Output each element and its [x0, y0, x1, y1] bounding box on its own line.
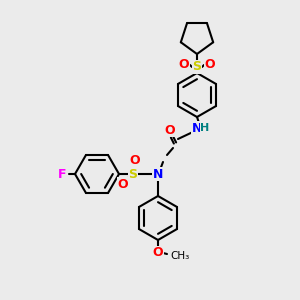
Text: S: S [193, 61, 202, 74]
Text: CH₃: CH₃ [170, 251, 189, 261]
Text: O: O [165, 124, 175, 136]
Text: S: S [128, 167, 137, 181]
Text: O: O [130, 154, 140, 167]
Text: O: O [179, 58, 189, 71]
Text: O: O [205, 58, 215, 71]
Text: O: O [118, 178, 128, 190]
Text: N: N [192, 122, 202, 134]
Text: N: N [153, 167, 163, 181]
Text: F: F [58, 167, 66, 181]
Text: H: H [200, 123, 210, 133]
Text: O: O [153, 247, 163, 260]
